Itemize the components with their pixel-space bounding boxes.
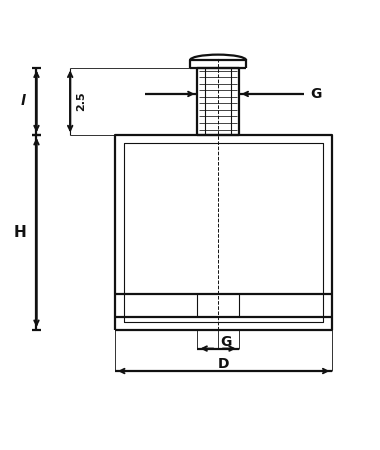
Text: G: G xyxy=(310,87,321,101)
Text: D: D xyxy=(218,357,230,371)
Text: G: G xyxy=(220,334,231,349)
Text: 2.5: 2.5 xyxy=(76,92,86,111)
Text: l: l xyxy=(21,94,26,108)
Text: H: H xyxy=(13,225,26,240)
